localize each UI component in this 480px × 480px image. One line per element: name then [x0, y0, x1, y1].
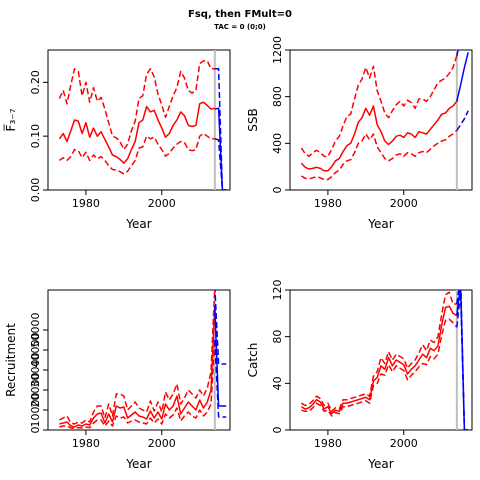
- ssb-panel: 1980 2000 0 400 800 1200 Year SSB: [246, 36, 473, 231]
- confidence-bound-line: [214, 339, 227, 418]
- y-tick-label: 0: [271, 187, 284, 194]
- confidence-bound-line: [456, 50, 459, 56]
- x-tick-label: 2000: [390, 437, 418, 450]
- estimate-line: [214, 305, 227, 407]
- y-tick-label: 0: [29, 427, 42, 434]
- x-axis-label: Year: [367, 457, 393, 471]
- y-tick-label: 10000: [29, 393, 42, 428]
- confidence-bound-line: [456, 291, 469, 430]
- series-group: [59, 290, 227, 430]
- y-tick-label: 1200: [271, 36, 284, 64]
- confidence-bound-line: [58, 60, 215, 151]
- y-axis-label: SSB: [246, 108, 260, 131]
- estimate-line: [59, 305, 216, 428]
- confidence-bound-line: [301, 291, 457, 413]
- y-axis-label: Catch: [246, 343, 260, 378]
- y-tick-label: 20000: [29, 373, 42, 408]
- confidence-bound-line: [301, 129, 458, 181]
- y-tick-label: 400: [271, 133, 284, 154]
- y-tick-label: 0.00: [29, 178, 42, 203]
- catch-panel: 1980 2000 0 40 80 120 Year Catch: [246, 280, 473, 471]
- confidence-bound-line: [59, 339, 216, 430]
- recruitment-panel: 1980 200001000020000300004000050000YearRe…: [4, 289, 231, 471]
- plot-frame: [47, 289, 231, 431]
- y-tick-label: 0.20: [29, 70, 42, 95]
- confidence-bound-line: [300, 55, 458, 158]
- plot-frame: [289, 49, 473, 191]
- y-tick-label: 40: [271, 376, 284, 390]
- x-tick-label: 1980: [314, 197, 342, 210]
- confidence-bound-line: [214, 68, 227, 190]
- y-tick-label: 80: [271, 330, 284, 344]
- series-group: [300, 50, 469, 181]
- confidence-bound-line: [301, 318, 458, 417]
- confidence-bound-line: [214, 138, 227, 190]
- estimate-line: [300, 100, 458, 172]
- y-axis-label: F̅₃₋₇: [3, 108, 18, 131]
- x-tick-label: 2000: [390, 197, 418, 210]
- y-tick-label: 40000: [29, 333, 42, 368]
- series-group: [58, 60, 227, 190]
- x-tick-label: 2000: [148, 197, 176, 210]
- y-tick-label: 0.10: [29, 124, 42, 149]
- confidence-bound-line: [58, 132, 215, 175]
- estimate-line: [301, 305, 458, 415]
- y-tick-label: 0: [271, 427, 284, 434]
- plot-frame: [47, 49, 231, 191]
- estimate-line: [58, 101, 215, 164]
- x-tick-label: 1980: [72, 437, 100, 450]
- y-tick-label: 120: [271, 280, 284, 301]
- confidence-bound-line: [59, 290, 216, 425]
- f-bar-panel: 1980 2000 0.00 0.10 0.20 Year F̅₃₋₇: [3, 49, 231, 231]
- y-tick-label: 50000: [29, 313, 42, 348]
- x-tick-label: 1980: [72, 197, 100, 210]
- x-tick-label: 1980: [314, 437, 342, 450]
- confidence-bound-line: [214, 290, 227, 365]
- confidence-bound-line: [456, 110, 469, 131]
- x-axis-label: Year: [125, 457, 151, 471]
- y-tick-label: 800: [271, 86, 284, 107]
- x-tick-label: 2000: [148, 437, 176, 450]
- x-axis-label: Year: [367, 217, 393, 231]
- figure-title: Fsq, then FMult=0: [188, 9, 292, 20]
- series-group: [301, 290, 469, 430]
- x-axis-label: Year: [125, 217, 151, 231]
- y-tick-label: 30000: [29, 353, 42, 388]
- figure-subtitle: TAC = 0 (0;0): [214, 23, 266, 31]
- plot-frame: [289, 289, 473, 431]
- estimate-line: [456, 52, 469, 102]
- y-axis-label: Recruitment: [4, 323, 18, 397]
